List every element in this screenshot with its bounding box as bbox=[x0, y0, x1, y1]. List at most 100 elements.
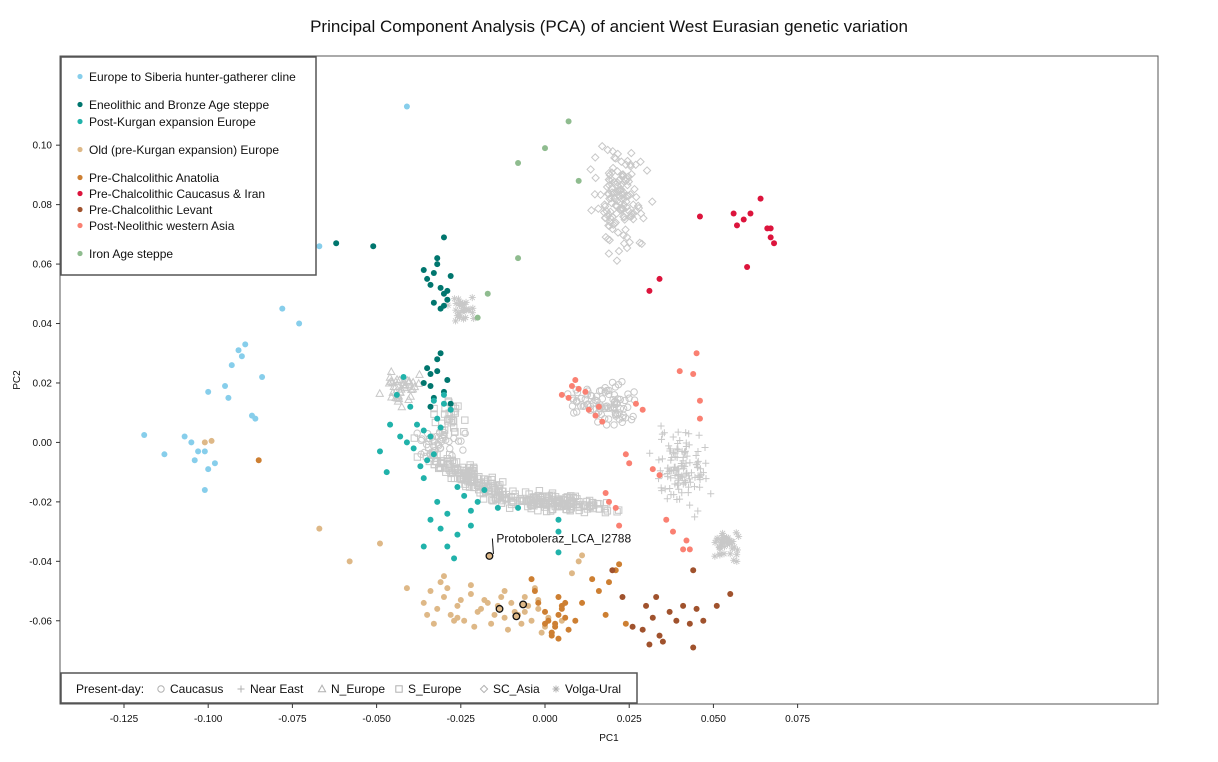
present-day-point bbox=[636, 157, 645, 167]
data-point bbox=[370, 243, 377, 250]
data-point bbox=[643, 602, 650, 609]
data-point bbox=[424, 611, 431, 618]
data-point bbox=[414, 421, 421, 428]
present-day-point bbox=[618, 204, 628, 214]
y-tick-label: -0.02 bbox=[29, 497, 52, 508]
data-point bbox=[424, 365, 431, 372]
data-point bbox=[767, 225, 774, 232]
present-day-point bbox=[642, 166, 652, 175]
data-point bbox=[656, 472, 663, 479]
present-day-point bbox=[691, 473, 699, 481]
data-point bbox=[387, 421, 394, 428]
present-day-point bbox=[458, 463, 466, 472]
data-point bbox=[191, 457, 198, 464]
present-day-point bbox=[447, 474, 455, 483]
data-points bbox=[141, 103, 778, 651]
data-point bbox=[663, 516, 670, 523]
legend-label: Post-Neolithic western Asia bbox=[89, 219, 235, 233]
data-point bbox=[440, 391, 447, 398]
present-day-point bbox=[592, 392, 601, 400]
present-day-point bbox=[718, 532, 726, 540]
data-point bbox=[680, 602, 687, 609]
present-day-point bbox=[608, 146, 618, 156]
present-day-point bbox=[735, 532, 743, 540]
data-point bbox=[659, 638, 666, 645]
data-point bbox=[346, 558, 353, 565]
present-day-point bbox=[459, 301, 467, 309]
data-point bbox=[444, 585, 451, 592]
data-point bbox=[447, 400, 454, 407]
present-day-point bbox=[569, 494, 578, 502]
data-point bbox=[579, 599, 586, 606]
x-tick-label: -0.125 bbox=[110, 714, 139, 725]
present-day-point bbox=[458, 475, 467, 483]
present-day-point bbox=[587, 392, 596, 400]
y-tick-label: 0.10 bbox=[33, 141, 53, 152]
data-point bbox=[430, 397, 437, 404]
data-point bbox=[424, 275, 431, 282]
data-point bbox=[427, 433, 434, 440]
present-day-point bbox=[494, 493, 502, 502]
data-point bbox=[744, 264, 751, 271]
present-day-point bbox=[682, 429, 690, 437]
data-point bbox=[690, 567, 697, 574]
present-day-point bbox=[674, 476, 682, 484]
data-point bbox=[649, 614, 656, 621]
data-point bbox=[444, 296, 451, 303]
present-day-point bbox=[620, 215, 630, 224]
annotation-layer: Protoboleraz_LCA_I2788 bbox=[491, 532, 631, 555]
data-point bbox=[572, 377, 579, 383]
present-day-legend-label: SC_Asia bbox=[493, 682, 540, 696]
present-day-point bbox=[615, 415, 623, 423]
present-day-point bbox=[612, 256, 622, 265]
present-day-point bbox=[618, 170, 628, 180]
present-day-point bbox=[468, 309, 476, 317]
present-day-point bbox=[501, 494, 509, 502]
data-point bbox=[669, 528, 676, 535]
present-day-point bbox=[733, 551, 741, 559]
data-point bbox=[296, 320, 303, 327]
data-point bbox=[508, 599, 515, 606]
present-day-point bbox=[612, 209, 621, 218]
present-day-point bbox=[685, 430, 693, 438]
present-day-point bbox=[471, 483, 479, 492]
present-day-point bbox=[670, 463, 678, 471]
present-day-point bbox=[625, 394, 633, 402]
present-day-point bbox=[681, 448, 689, 456]
present-day-point bbox=[615, 185, 625, 195]
present-day-point bbox=[639, 213, 648, 223]
data-point bbox=[531, 588, 538, 595]
present-day-point bbox=[692, 451, 700, 459]
present-day-point bbox=[387, 392, 396, 401]
data-point bbox=[585, 406, 592, 413]
present-day-point bbox=[678, 489, 686, 497]
present-day-point bbox=[626, 160, 635, 169]
data-point bbox=[696, 397, 703, 404]
present-day-point bbox=[665, 442, 673, 450]
present-day-point bbox=[733, 546, 741, 554]
data-point bbox=[255, 457, 262, 464]
data-point bbox=[440, 234, 447, 241]
present-day-point bbox=[444, 301, 452, 309]
data-point bbox=[195, 448, 202, 455]
data-point bbox=[467, 591, 474, 598]
data-point bbox=[225, 394, 232, 401]
present-day-point bbox=[439, 459, 448, 467]
present-day-point bbox=[669, 449, 677, 457]
legend-label: Iron Age steppe bbox=[89, 247, 173, 261]
present-day-legend-marker bbox=[395, 685, 403, 693]
present-day-point bbox=[448, 451, 456, 460]
data-point bbox=[518, 620, 525, 627]
present-day-point bbox=[461, 416, 469, 424]
data-point bbox=[376, 540, 383, 547]
data-point bbox=[484, 290, 491, 297]
data-point bbox=[188, 439, 195, 446]
y-tick-label: 0.04 bbox=[33, 319, 53, 330]
data-point bbox=[558, 605, 565, 612]
present-day-point bbox=[406, 391, 416, 400]
present-day-point bbox=[455, 314, 463, 322]
legend-items: Europe to Siberia hunter-gatherer cline E… bbox=[77, 70, 296, 261]
present-day-point bbox=[686, 501, 694, 509]
data-point bbox=[427, 588, 434, 595]
present-day-point bbox=[610, 177, 619, 187]
